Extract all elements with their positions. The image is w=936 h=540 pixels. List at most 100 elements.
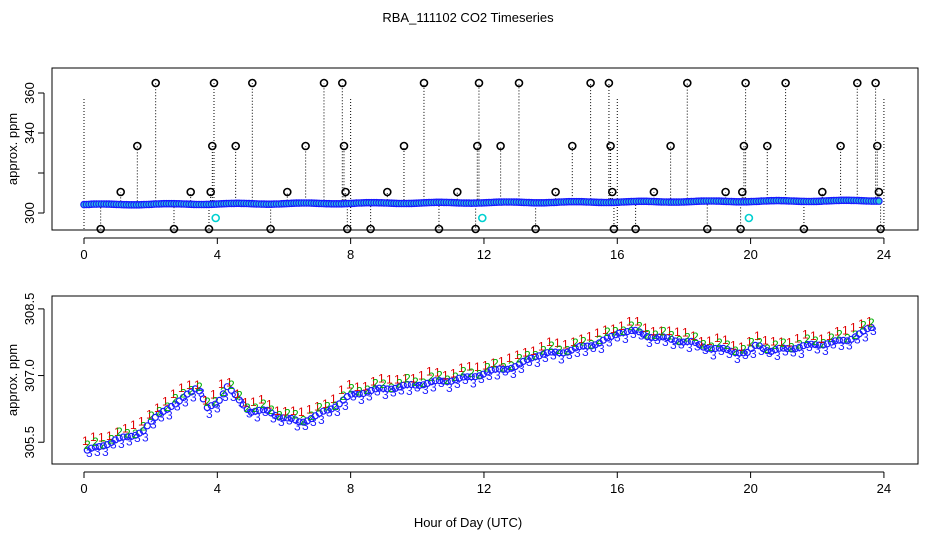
- spike-point: [452, 187, 462, 197]
- series-3-marker: 3: [766, 346, 773, 360]
- top-x-tick-label: 20: [743, 247, 757, 262]
- mean-point: [799, 342, 807, 350]
- series-3-marker: 3: [614, 331, 621, 345]
- series-3-marker: 3: [222, 390, 229, 404]
- series-1-marker: 1: [258, 393, 265, 407]
- series-3-marker: 3: [174, 399, 181, 413]
- bottom-y-axis-label: approx. ppm: [5, 344, 20, 416]
- series-2-marker: 2: [620, 324, 627, 338]
- series-1-marker: 1: [266, 398, 273, 412]
- mean-point: [831, 337, 839, 345]
- series-2-marker: 2: [860, 318, 867, 332]
- mean-point: [375, 384, 383, 392]
- series-2-marker: 2: [108, 433, 115, 447]
- mean-point: [499, 365, 507, 373]
- series-1-marker: 1: [282, 405, 289, 419]
- series-2-marker: 2: [596, 333, 603, 347]
- series-1-marker: 1: [786, 336, 793, 350]
- series-1-marker: 1: [122, 421, 129, 435]
- series-3-marker: 3: [318, 413, 325, 427]
- mean-point: [111, 436, 119, 444]
- series-2-marker: 2: [244, 401, 251, 415]
- mean-point: [867, 323, 875, 332]
- bottom-x-axis: 0 4 8 12 16 20 24: [80, 471, 891, 496]
- series-2-marker: 2: [796, 338, 803, 352]
- top-spike-points: [96, 78, 885, 234]
- mean-point: [699, 343, 707, 351]
- mean-point: [563, 348, 571, 356]
- mean-point: [683, 337, 691, 346]
- series-1-marker: 1: [194, 378, 201, 392]
- spike-point: [682, 78, 692, 88]
- top-y-tick-label: 360: [22, 82, 37, 104]
- series-3-marker: 3: [326, 406, 333, 420]
- series-1-marker: 1: [690, 329, 697, 343]
- series-1-marker: 1: [98, 430, 105, 444]
- series-3-marker: 3: [454, 377, 461, 391]
- mean-point: [583, 342, 591, 350]
- spike-point: [151, 78, 160, 88]
- mean-point: [679, 338, 687, 346]
- series-2-marker: 2: [148, 409, 155, 423]
- mean-point: [587, 342, 595, 350]
- series-1-marker: 1: [226, 376, 233, 390]
- top-y-axis: 300 340 360: [22, 82, 45, 224]
- bottom-y-tick-label: 308.5: [22, 293, 37, 326]
- mean-point: [759, 345, 767, 353]
- series-1-marker: 1: [162, 394, 169, 408]
- series-2-marker: 2: [636, 320, 643, 334]
- mean-point: [647, 333, 655, 342]
- mean-point: [295, 418, 303, 426]
- series-2-marker: 2: [564, 344, 571, 358]
- series-3-marker: 3: [262, 405, 269, 419]
- mean-point: [471, 373, 479, 381]
- series-2-marker: 2: [740, 343, 747, 357]
- mean-point: [559, 349, 567, 357]
- series-3-marker: 3: [118, 437, 125, 451]
- series-3-marker: 3: [382, 388, 389, 402]
- mean-point: [291, 416, 299, 424]
- spike-point: [301, 141, 310, 151]
- mean-point: [719, 344, 727, 352]
- series-1-marker: 1: [754, 329, 761, 343]
- spike-point: [474, 78, 484, 88]
- mean-point: [395, 383, 403, 391]
- mean-point: [731, 349, 739, 357]
- mean-point: [95, 443, 103, 451]
- series-2-marker: 2: [292, 408, 299, 422]
- series-2-marker: 2: [532, 348, 539, 362]
- mean-point: [235, 396, 243, 404]
- x-axis-label: Hour of Day (UTC): [414, 515, 522, 530]
- spike-point: [817, 187, 827, 197]
- mean-point: [823, 340, 831, 348]
- series-2-marker: 2: [836, 328, 843, 342]
- series-2-marker: 2: [764, 342, 771, 356]
- series-3-marker: 3: [478, 372, 485, 386]
- mean-point: [839, 336, 847, 344]
- series-1-marker: 1: [202, 393, 209, 407]
- spike-point: [471, 224, 480, 234]
- series-2-marker: 2: [308, 409, 315, 423]
- mean-point: [591, 341, 599, 349]
- mean-point: [391, 384, 399, 392]
- spike-point: [319, 78, 329, 88]
- series-3-marker: 3: [470, 376, 477, 390]
- series-1-marker: 1: [506, 351, 513, 365]
- series-1-marker: 1: [538, 340, 545, 354]
- mean-point: [443, 378, 451, 386]
- series-2-marker: 2: [252, 401, 259, 415]
- spike-point: [209, 78, 219, 88]
- series-2-marker: 2: [324, 399, 331, 413]
- series-3-marker: 3: [590, 341, 597, 355]
- series-3-marker: 3: [182, 396, 189, 410]
- mean-point: [351, 390, 359, 398]
- mean-point: [227, 386, 235, 394]
- series-3-marker: 3: [854, 333, 861, 347]
- series-2-marker: 2: [868, 316, 875, 330]
- mean-point: [767, 347, 775, 355]
- mean-point: [87, 444, 95, 452]
- mean-point: [859, 327, 867, 335]
- series-1-marker: 1: [210, 388, 217, 402]
- series-1-marker: 1: [298, 405, 305, 419]
